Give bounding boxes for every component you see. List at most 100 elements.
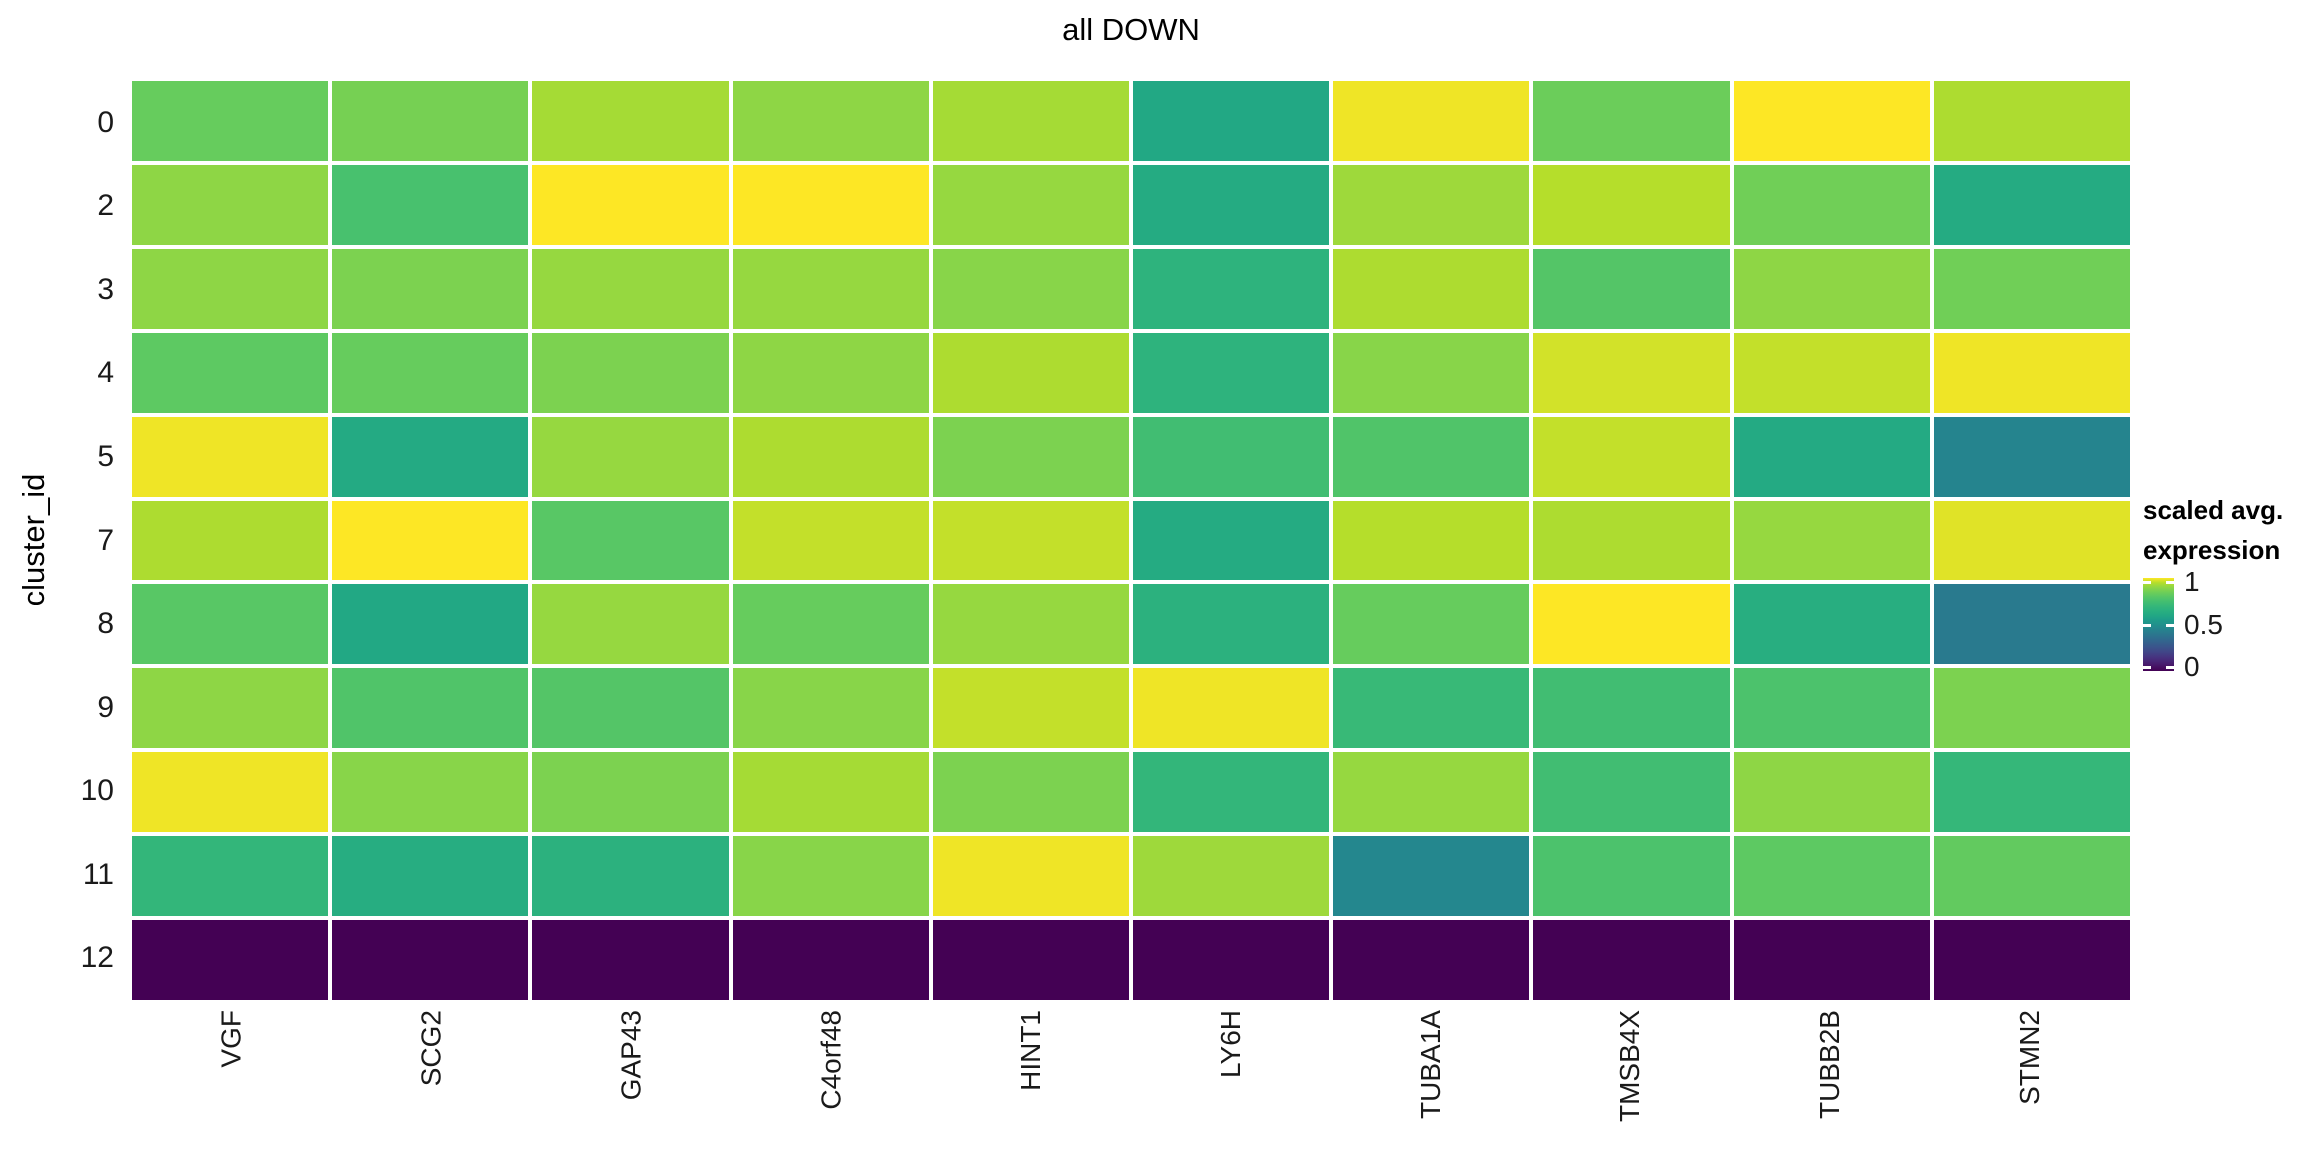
heatmap-cell (1533, 248, 1730, 329)
x-tick-label: GAP43 (615, 1010, 647, 1101)
chart-title: all DOWN (1062, 12, 1200, 47)
heatmap-cell (532, 920, 729, 1000)
heatmap-cell (332, 584, 529, 665)
heatmap-cell (1933, 416, 2130, 497)
heatmap-cell (1132, 248, 1330, 329)
legend-tick-label: 0 (2184, 651, 2200, 683)
heatmap-cell (1933, 584, 2130, 665)
x-tick-label: VGF (215, 1010, 247, 1068)
heatmap-cell (1733, 248, 1930, 329)
heatmap-cell (1733, 668, 1930, 749)
legend-tick-mark (2143, 580, 2151, 584)
heatmap-cell (732, 752, 929, 833)
y-tick-label: 10 (80, 774, 114, 808)
heatmap-cell (132, 248, 329, 329)
heatmap-cell (1933, 248, 2130, 329)
x-tick-cell: GAP43 (532, 1004, 732, 1152)
legend-tick-label: 0.5 (2184, 608, 2223, 640)
heatmap-cell (132, 584, 329, 665)
heatmap-cell (532, 248, 729, 329)
heatmap-cell (1333, 81, 1530, 161)
heatmap-grid (132, 81, 2130, 1000)
x-tick-cell: TUBA1A (1331, 1004, 1531, 1152)
heatmap-cell (1533, 836, 1730, 917)
heatmap-cell (732, 836, 929, 917)
legend-tick-mark (2143, 666, 2151, 670)
legend-tick-label: 1 (2184, 565, 2200, 597)
heatmap-cell (932, 836, 1129, 917)
x-tick-label: STMN2 (2014, 1010, 2046, 1105)
heatmap-cell (132, 668, 329, 749)
heatmap-cell (1333, 584, 1530, 665)
heatmap-cell (132, 920, 329, 1000)
x-tick-label: TUBB2B (1814, 1010, 1846, 1119)
heatmap-cell (532, 500, 729, 581)
heatmap-cell (1132, 836, 1330, 917)
heatmap-cell (332, 81, 529, 161)
heatmap-cell (1733, 81, 1930, 161)
heatmap-cell (1533, 920, 1730, 1000)
heatmap-cell (532, 668, 729, 749)
x-tick-cell: VGF (132, 1004, 332, 1152)
heatmap-cell (1533, 584, 1730, 665)
heatmap-cell (932, 752, 1129, 833)
y-tick-label: 4 (97, 356, 114, 390)
heatmap-cell (932, 920, 1129, 1000)
heatmap-cell (1132, 164, 1330, 245)
heatmap-cell (1333, 248, 1530, 329)
y-tick-label: 5 (97, 439, 114, 473)
heatmap-cell (932, 81, 1129, 161)
heatmap-cell (932, 416, 1129, 497)
y-tick-label: 12 (80, 941, 114, 975)
y-tick-label: 8 (97, 607, 114, 641)
heatmap-cell (532, 164, 729, 245)
heatmap-cell (932, 584, 1129, 665)
heatmap-cell (332, 248, 529, 329)
heatmap-cell (1933, 836, 2130, 917)
x-axis-tick-labels: VGF SCG2 GAP43 C4orf48 HINT1 LY6H TUBA1A TMSB4X… (132, 1004, 2130, 1152)
heatmap-cell (332, 668, 529, 749)
y-tick-label: 2 (97, 189, 114, 223)
x-tick-cell: C4orf48 (731, 1004, 931, 1152)
heatmap-cell (1733, 416, 1930, 497)
x-tick-cell: LY6H (1131, 1004, 1331, 1152)
heatmap-cell (132, 416, 329, 497)
heatmap-cell (1132, 752, 1330, 833)
heatmap-cell (1733, 584, 1930, 665)
heatmap-cell (1333, 416, 1530, 497)
heatmap-cell (932, 248, 1129, 329)
heatmap-cell (1733, 332, 1930, 413)
heatmap-cell (1333, 332, 1530, 413)
heatmap-cell (1533, 668, 1730, 749)
heatmap-cell (1933, 920, 2130, 1000)
heatmap-cell (1733, 164, 1930, 245)
heatmap-cell (1132, 920, 1330, 1000)
heatmap-cell (1733, 836, 1930, 917)
heatmap-cell (132, 164, 329, 245)
heatmap-cell (532, 752, 729, 833)
x-tick-label: SCG2 (415, 1010, 447, 1087)
heatmap-cell (1933, 752, 2130, 833)
heatmap-cell (132, 836, 329, 917)
legend-colorbar-wrap: 1 0.5 0 (2143, 566, 2223, 682)
heatmap-cell (332, 500, 529, 581)
heatmap-cell (732, 248, 929, 329)
heatmap-cell (732, 668, 929, 749)
heatmap-cell (732, 81, 929, 161)
heatmap-cell (1533, 752, 1730, 833)
heatmap-cell (132, 332, 329, 413)
y-tick-label: 9 (97, 690, 114, 724)
heatmap-cell (132, 81, 329, 161)
heatmap-cell (332, 752, 529, 833)
legend-tick-mark (2166, 623, 2174, 627)
heatmap-cell (1533, 81, 1730, 161)
y-tick-label: 0 (97, 105, 114, 139)
heatmap-cell (1333, 752, 1530, 833)
heatmap-cell (932, 164, 1129, 245)
heatmap-cell (532, 584, 729, 665)
x-tick-label: TUBA1A (1414, 1010, 1446, 1119)
y-tick-label: 11 (82, 857, 114, 891)
heatmap-cell (932, 500, 1129, 581)
heatmap-cell (1933, 81, 2130, 161)
